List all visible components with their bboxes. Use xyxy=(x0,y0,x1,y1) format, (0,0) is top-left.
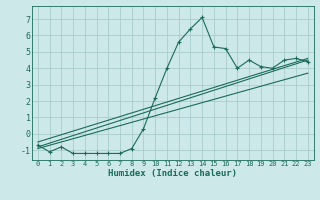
X-axis label: Humidex (Indice chaleur): Humidex (Indice chaleur) xyxy=(108,169,237,178)
